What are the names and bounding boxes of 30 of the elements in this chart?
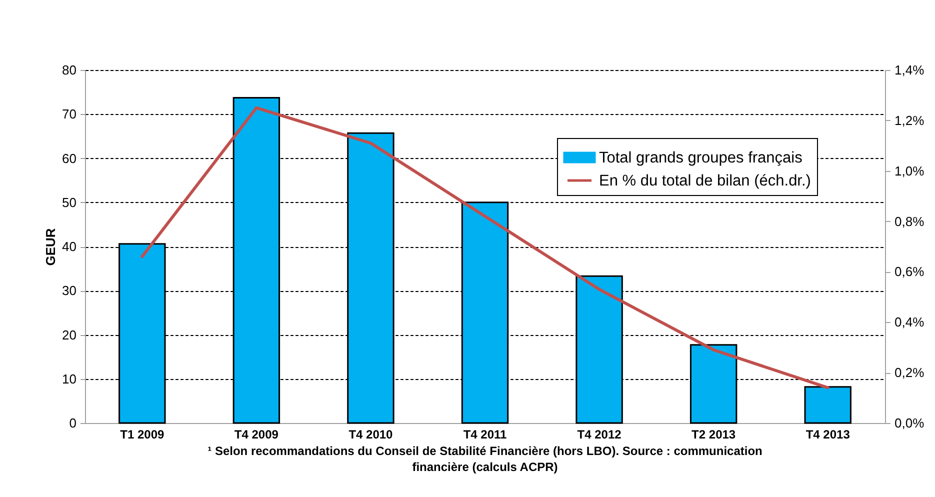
x-tick-label: T4 2012: [577, 428, 622, 442]
x-tick-label: T2 2013: [692, 428, 736, 442]
y-tick-label: 20: [62, 327, 76, 342]
y-tick-label: 10: [62, 371, 76, 386]
x-tick-label: T1 2009: [120, 428, 164, 442]
y-tick-label: 70: [62, 106, 76, 122]
y2-tick-label: 0,0%: [894, 416, 925, 430]
y-tick-label: 30: [62, 283, 76, 298]
legend-label: En % du total de bilan (éch.dr.): [599, 172, 811, 190]
y-tick-label: 0: [69, 416, 76, 430]
y2-tick-label: 0,2%: [894, 365, 925, 380]
legend-label: Total grands groupes français: [599, 150, 803, 166]
y-tick-label: 50: [62, 194, 76, 210]
y-tick-label: 40: [62, 239, 76, 254]
y2-tick-label: 0,4%: [894, 314, 925, 330]
y2-tick-label: 1,2%: [894, 112, 925, 128]
line-series: [140, 106, 830, 390]
x-tick-label: T4 2011: [463, 428, 508, 442]
y-tick-label: 80: [62, 62, 76, 78]
x-tick-label: T4 2010: [348, 428, 394, 442]
y2-tick-label: 0,6%: [894, 264, 925, 280]
y-tick-label: 60: [62, 150, 76, 166]
x-tick-label: T4 2013: [806, 428, 850, 442]
y2-tick-label: 1,0%: [894, 163, 925, 178]
x-tick-label: T4 2009: [234, 428, 279, 442]
y-axis-title: GEUR: [43, 228, 58, 266]
y2-tick-label: 0,8%: [894, 214, 925, 229]
bar: [804, 386, 852, 424]
text: ¹ Selon recommandations du Conseil de Stabilité Financière (hors LBO). Source : communication financière (calculs ACPR): [208, 444, 762, 474]
y2-tick-label: 1,4%: [894, 62, 925, 78]
